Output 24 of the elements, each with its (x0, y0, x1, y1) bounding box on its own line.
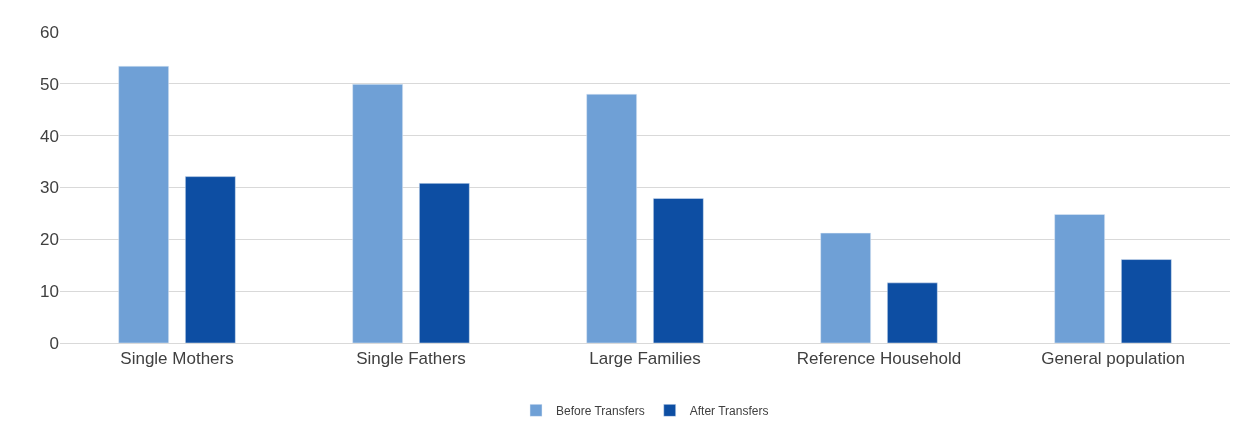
bar (820, 232, 871, 343)
y-tick-label: 50 (40, 74, 59, 94)
y-tick-label: 10 (40, 282, 59, 302)
bar (352, 84, 403, 343)
y-tick-label: 60 (40, 22, 59, 42)
bar (586, 93, 637, 343)
bar (185, 176, 236, 343)
bar (1121, 259, 1172, 343)
bar (887, 282, 938, 343)
x-tick-label: General population (1041, 349, 1185, 369)
legend-label: After Transfers (689, 404, 769, 419)
y-tick-label: 0 (49, 333, 59, 353)
bar (653, 198, 704, 343)
bar (1054, 214, 1105, 343)
bar (419, 183, 470, 343)
y-tick-label: 40 (40, 126, 59, 146)
bar (118, 65, 169, 343)
x-tick-label: Large Families (589, 349, 701, 369)
x-tick-label: Reference Household (796, 349, 962, 369)
legend-label: Before Transfers (556, 404, 645, 419)
x-tick-label: Single Mothers (120, 349, 234, 369)
y-tick-label: 30 (40, 178, 59, 198)
x-tick-label: Single Fathers (356, 349, 466, 369)
y-tick-label: 20 (40, 230, 59, 250)
